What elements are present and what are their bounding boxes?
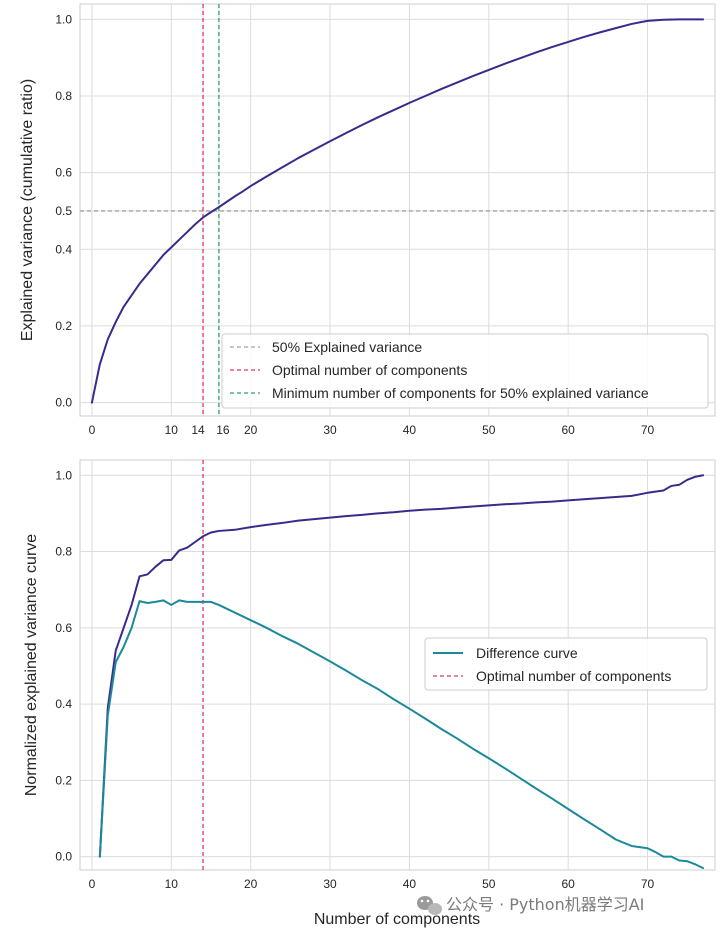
y-tick-label: 0.6 xyxy=(55,621,72,635)
x-tick-label: 70 xyxy=(641,877,655,891)
bottom-y-axis-label: Normalized explained variance curve xyxy=(23,534,40,796)
watermark-text: 公众号 · Python机器学习AI xyxy=(446,895,644,914)
x-tick-label: 30 xyxy=(323,423,337,437)
x-tick-label: 40 xyxy=(403,423,417,437)
x-tick-label: 0 xyxy=(89,423,96,437)
bottom-x-tick-labels: 0 10 20 30 40 50 60 70 xyxy=(89,877,655,891)
top-reference-lines xyxy=(80,4,715,416)
y-tick-label: 0.6 xyxy=(55,166,72,180)
x-tick-label: 50 xyxy=(482,423,496,437)
y-tick-label: 0.2 xyxy=(55,773,72,787)
top-legend-box xyxy=(221,333,709,409)
top-y-axis-label: Explained variance (cumulative ratio) xyxy=(19,79,36,341)
bottom-series xyxy=(98,474,705,870)
x-tick-label: 60 xyxy=(561,423,575,437)
x-tick-label: 60 xyxy=(561,877,575,891)
legend-label-minimum: Minimum number of components for 50% exp… xyxy=(272,385,649,401)
top-y-tick-labels: 0.0 0.2 0.4 0.5 0.6 0.8 1.0 xyxy=(55,12,72,409)
bottom-panel: 0 10 20 30 40 50 60 70 0.0 0.2 0.4 0.6 0.8 1.0 Norma… xyxy=(23,459,716,928)
y-tick-label: 0.0 xyxy=(55,850,72,864)
x-tick-label: 20 xyxy=(244,423,258,437)
x-tick-label: 40 xyxy=(403,877,417,891)
legend-label-difference: Difference curve xyxy=(476,645,578,661)
top-panel: 0 10 14 16 20 30 40 50 60 70 0.0 0.2 0.4 0.5 0.6 0.8 1.… xyxy=(19,3,716,437)
legend-label-half: 50% Explained variance xyxy=(272,339,422,355)
x-tick-label: 70 xyxy=(641,423,655,437)
legend-label-optimal-bottom: Optimal number of components xyxy=(476,668,671,684)
bottom-legend: Difference curve Optimal number of compo… xyxy=(424,637,708,691)
x-tick-label: 50 xyxy=(482,877,496,891)
bottom-legend-box xyxy=(424,637,708,691)
x-tick-label: 10 xyxy=(165,877,179,891)
x-tick-label: 0 xyxy=(89,877,96,891)
cumulative-variance-line xyxy=(90,18,705,404)
x-tick-label: 10 xyxy=(165,423,179,437)
y-tick-label: 0.2 xyxy=(55,319,72,333)
top-x-tick-labels: 0 10 14 16 20 30 40 50 60 70 xyxy=(89,423,655,437)
y-tick-label: 1.0 xyxy=(55,468,72,482)
y-tick-label: 0.4 xyxy=(55,242,72,256)
y-tick-label: 0.4 xyxy=(55,697,72,711)
legend-label-optimal: Optimal number of components xyxy=(272,362,467,378)
x-tick-label: 16 xyxy=(216,423,230,437)
x-tick-label: 20 xyxy=(244,877,258,891)
x-tick-label: 30 xyxy=(323,877,337,891)
y-tick-label: 0.5 xyxy=(55,204,72,218)
bottom-y-tick-labels: 0.0 0.2 0.4 0.6 0.8 1.0 xyxy=(55,468,72,863)
x-axis-label: Number of components xyxy=(314,911,480,928)
difference-curve-line xyxy=(98,599,705,870)
x-tick-label: 14 xyxy=(191,423,205,437)
top-legend: 50% Explained variance Optimal number of… xyxy=(221,333,709,409)
y-tick-label: 0.0 xyxy=(55,396,72,410)
y-tick-label: 0.8 xyxy=(55,89,72,103)
wechat-icon xyxy=(417,896,442,915)
normalized-variance-line xyxy=(98,474,705,858)
y-tick-label: 0.8 xyxy=(55,545,72,559)
top-series xyxy=(90,18,705,404)
watermark: 公众号 · Python机器学习AI xyxy=(417,895,644,915)
y-tick-label: 1.0 xyxy=(55,12,72,26)
